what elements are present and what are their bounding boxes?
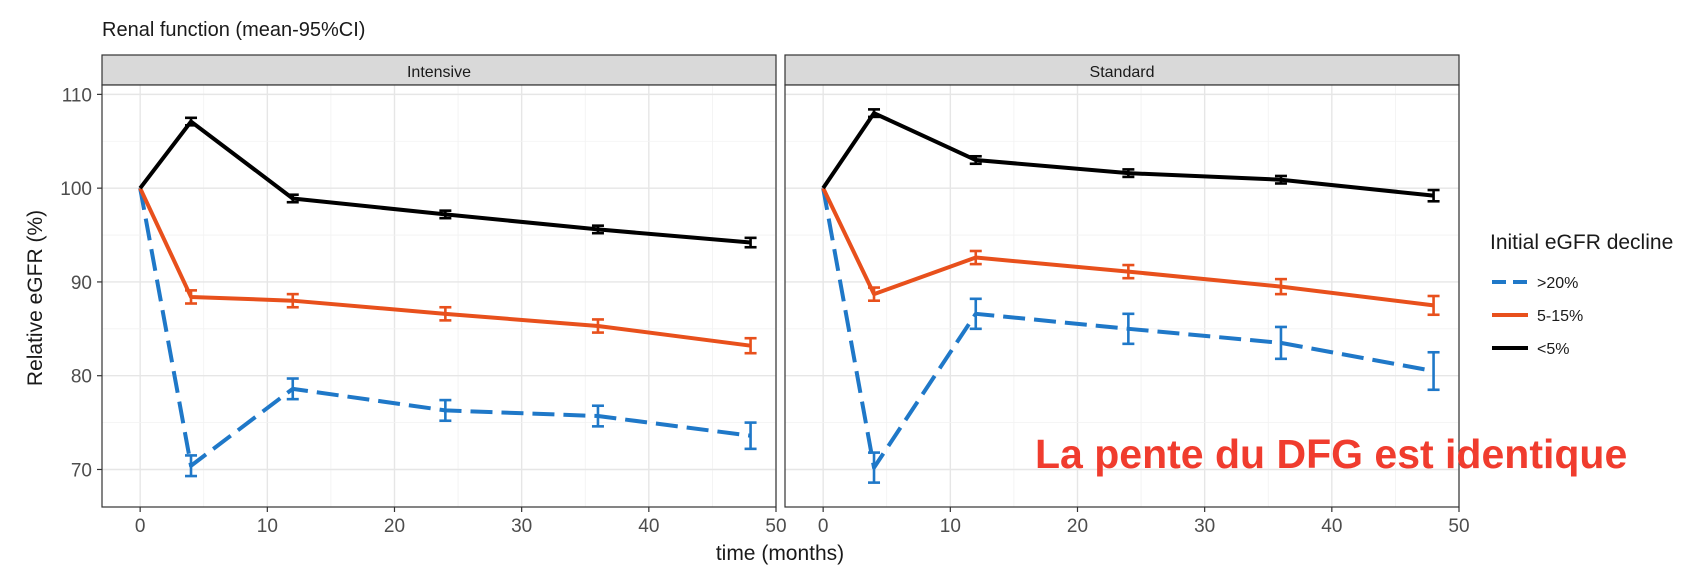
error-bar: [439, 305, 452, 322]
panel-border: [101, 84, 777, 508]
y-tick-label: 110: [62, 85, 92, 106]
error-bar: [744, 336, 757, 355]
y-axis: 70 80 90 100 110: [60, 85, 102, 481]
error-bar: [1274, 174, 1287, 185]
error-bar: [591, 318, 604, 334]
x-tick-label: 50: [1448, 516, 1469, 537]
error-bar: [969, 297, 982, 331]
panels: Intensive Standard: [101, 54, 1460, 508]
series-lt5: [821, 108, 1440, 203]
error-bar: [744, 421, 757, 451]
x-tick-label: 50: [765, 516, 786, 537]
error-bar: [1274, 325, 1287, 361]
x-tick-label: 30: [1194, 516, 1215, 537]
series-line: [821, 187, 1434, 470]
error-bar: [1427, 350, 1440, 392]
error-bar: [286, 377, 299, 401]
legend-label: <5%: [1537, 341, 1569, 358]
error-bar: [185, 116, 198, 127]
error-bar: [1122, 168, 1135, 179]
error-bar: [185, 454, 198, 478]
error-bar: [439, 209, 452, 220]
error-bar: [1274, 277, 1287, 296]
y-tick-label: 100: [60, 179, 92, 200]
x-tick-label: 20: [384, 516, 405, 537]
error-bar: [1427, 294, 1440, 317]
error-bar: [1122, 263, 1135, 280]
error-bar: [969, 249, 982, 266]
error-bar: [591, 404, 604, 428]
gridlines: [102, 85, 777, 507]
legend-entry: >20%: [1492, 275, 1578, 292]
x-axes: 0 10 20 30 40 50 0 10 20 30 40 50: [135, 507, 1470, 537]
error-bar: [868, 451, 881, 484]
panel-strip-label: Standard: [1090, 64, 1155, 81]
gridlines: [785, 85, 1460, 507]
error-bar: [1427, 188, 1440, 203]
series-line: [138, 187, 751, 468]
legend-entry: <5%: [1492, 341, 1569, 358]
y-tick-label: 90: [71, 273, 92, 294]
legend-entry: 5-15%: [1492, 308, 1583, 325]
legend-label: >20%: [1537, 275, 1578, 292]
x-tick-label: 10: [257, 516, 278, 537]
series-line: [138, 187, 751, 348]
error-bar: [744, 236, 757, 249]
series-gt20: [138, 187, 757, 478]
panel-strip-label: Intensive: [407, 64, 471, 81]
error-bar: [1122, 312, 1135, 346]
error-bar: [185, 289, 198, 305]
x-tick-label: 0: [818, 516, 829, 537]
x-tick-label: 20: [1067, 516, 1088, 537]
panel-border: [784, 84, 1460, 508]
series-5-15: [138, 187, 757, 355]
y-tick-label: 80: [71, 367, 92, 388]
series-gt20: [821, 187, 1440, 484]
panel-intensive: Intensive: [101, 54, 777, 508]
legend-label: 5-15%: [1537, 308, 1583, 325]
annotation-text: La pente du DFG est identique: [1035, 431, 1627, 477]
series-5-15: [821, 187, 1440, 317]
x-axis-standard: 0 10 20 30 40 50: [818, 507, 1470, 537]
x-tick-label: 10: [940, 516, 961, 537]
panel-standard: Standard: [784, 54, 1460, 508]
error-bar: [868, 286, 881, 302]
x-axis-title: time (months): [716, 542, 844, 565]
chart-title: Renal function (mean-95%CI): [102, 19, 365, 41]
panel-strip: [101, 54, 777, 86]
series-line: [821, 111, 1434, 198]
y-axis-title: Relative eGFR (%): [24, 210, 47, 386]
error-bar: [439, 398, 452, 423]
y-tick-label: 70: [71, 460, 92, 481]
x-tick-label: 40: [1321, 516, 1342, 537]
error-bar: [969, 154, 982, 166]
error-bar: [591, 224, 604, 235]
x-tick-label: 0: [135, 516, 146, 537]
series-lt5: [138, 116, 757, 249]
legend-title: Initial eGFR decline: [1490, 231, 1673, 254]
series-line: [138, 119, 751, 245]
error-bar: [286, 193, 299, 204]
panel-strip: [784, 54, 1460, 86]
legend: Initial eGFR decline >20% 5-15% <5%: [1490, 231, 1673, 358]
error-bar: [868, 108, 881, 119]
x-axis-intensive: 0 10 20 30 40 50: [135, 507, 787, 537]
error-bar: [286, 292, 299, 309]
x-tick-label: 30: [511, 516, 532, 537]
series-line: [821, 187, 1434, 308]
x-tick-label: 40: [638, 516, 659, 537]
